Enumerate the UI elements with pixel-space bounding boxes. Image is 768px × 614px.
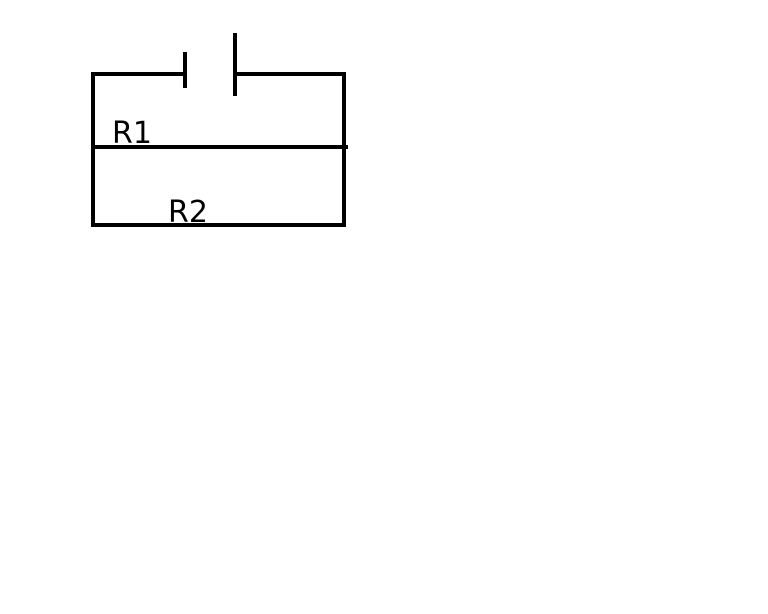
r1-label: R1 [112, 116, 152, 151]
r2-label: R2 [168, 195, 208, 230]
battery-symbol [183, 33, 237, 96]
